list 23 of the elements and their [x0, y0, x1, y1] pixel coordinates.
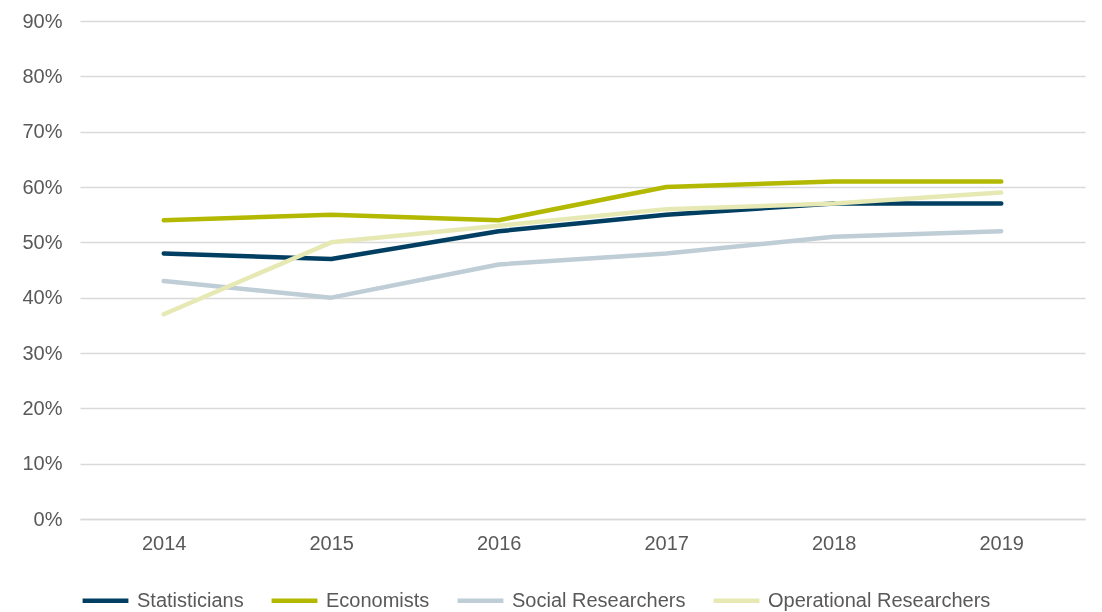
- y-tick-label: 60%: [22, 175, 63, 198]
- y-tick-label: 30%: [22, 341, 63, 364]
- legend-label: Statisticians: [137, 588, 244, 611]
- y-tick-label: 10%: [22, 452, 63, 475]
- line-series: [161, 179, 1004, 223]
- x-tick-label: 2014: [142, 531, 187, 554]
- y-tick-label: 0%: [33, 507, 63, 530]
- legend-label: Social Researchers: [512, 588, 686, 611]
- y-tick-label: 50%: [22, 230, 63, 253]
- x-tick-label: 2016: [477, 531, 522, 554]
- line-series: [161, 190, 1004, 317]
- y-tick-label: 70%: [22, 120, 63, 143]
- x-tick-label: 2017: [644, 531, 689, 554]
- y-tick-label: 80%: [22, 64, 63, 87]
- x-tick-label: 2015: [309, 531, 354, 554]
- legend-label: Operational Researchers: [768, 588, 991, 611]
- legend-label: Economists: [326, 588, 430, 611]
- x-tick-label: 2019: [979, 531, 1024, 554]
- y-tick-label: 90%: [22, 9, 63, 32]
- x-tick-label: 2018: [812, 531, 857, 554]
- y-tick-label: 20%: [22, 396, 63, 419]
- line-series: [161, 229, 1004, 300]
- y-tick-label: 40%: [22, 286, 63, 309]
